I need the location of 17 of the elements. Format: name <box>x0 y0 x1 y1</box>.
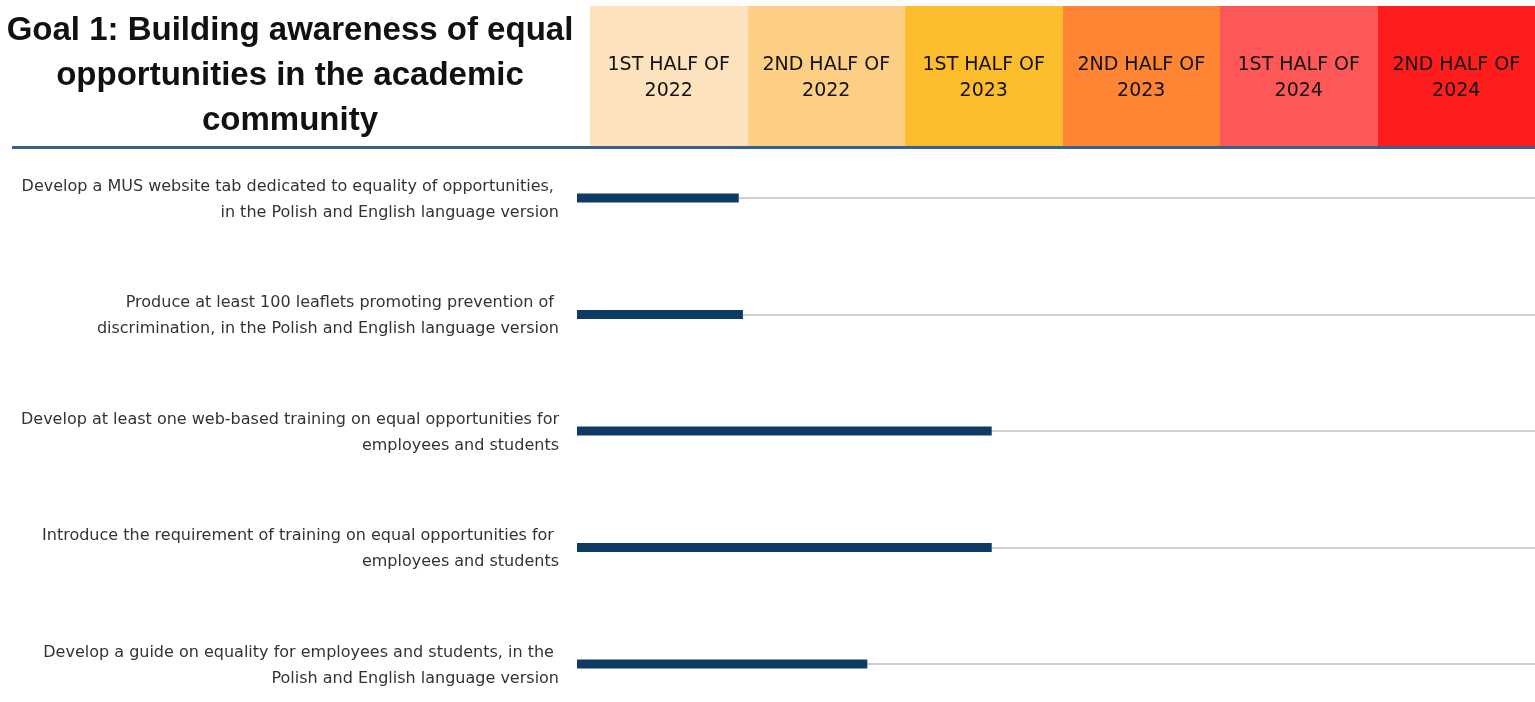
y-tick-label: Develop a guide on equality for employees and students, in the Polish and English language version <box>43 641 559 687</box>
bar <box>577 543 992 552</box>
y-tick-label: Introduce the requirement of training on equal opportunities for employees and students <box>42 525 559 570</box>
bar <box>577 310 743 319</box>
y-tick-label: Develop at least one web-based training on equal opportunities for employees and students <box>20 408 560 454</box>
period-cell: 2ND HALF OF 2023 <box>1062 6 1220 146</box>
period-cell: 2ND HALF OF 2024 <box>1377 6 1535 146</box>
bar <box>577 426 992 436</box>
period-cell: 1ST HALF OF 2022 <box>590 6 748 146</box>
y-tick-label: Produce at least 100 leaflets promoting prevention of discrimination, in the Polish and English language version <box>96 292 559 337</box>
text: Goal 1: Building awareness of equal opportunities in the academic community <box>5 9 575 139</box>
period-cell: 2ND HALF OF 2022 <box>747 6 905 146</box>
bar <box>577 193 739 203</box>
period-cell: 1ST HALF OF 2023 <box>905 6 1063 146</box>
y-tick-label: Develop a MUS website tab dedicated to equality of opportunities, in the Polish and English language version <box>21 175 559 221</box>
bar <box>577 659 868 669</box>
period-cell: 1ST HALF OF 2024 <box>1220 6 1378 146</box>
